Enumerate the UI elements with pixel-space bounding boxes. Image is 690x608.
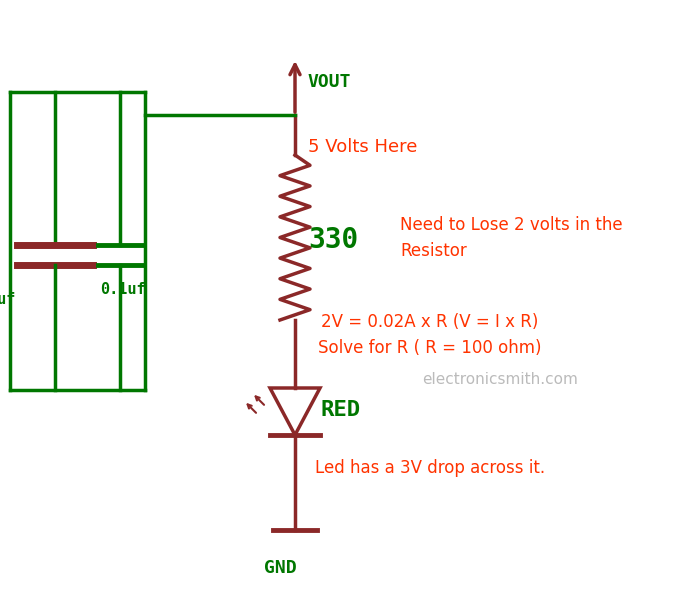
Text: 0uf: 0uf <box>0 292 15 308</box>
Text: 330: 330 <box>308 226 358 254</box>
Text: 2V = 0.02A x R (V = I x R)
Solve for R ( R = 100 ohm): 2V = 0.02A x R (V = I x R) Solve for R (… <box>318 313 542 358</box>
Text: GND: GND <box>264 559 296 577</box>
Text: Need to Lose 2 volts in the
Resistor: Need to Lose 2 volts in the Resistor <box>400 216 622 260</box>
Text: electronicsmith.com: electronicsmith.com <box>422 373 578 387</box>
Text: 0.1uf: 0.1uf <box>100 283 146 297</box>
Text: VOUT: VOUT <box>308 73 351 91</box>
Text: Led has a 3V drop across it.: Led has a 3V drop across it. <box>315 459 545 477</box>
Text: 5 Volts Here: 5 Volts Here <box>308 138 417 156</box>
Text: RED: RED <box>320 400 360 420</box>
